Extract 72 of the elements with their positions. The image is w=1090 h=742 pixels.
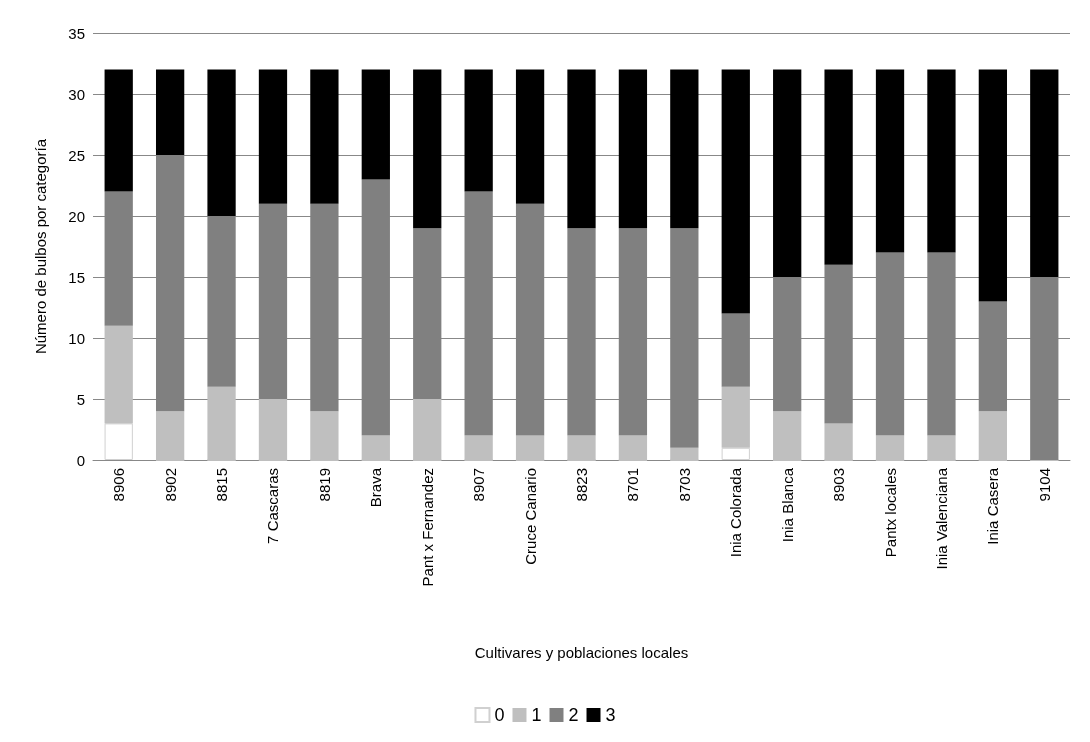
x-tick-label: 8906 — [110, 468, 128, 502]
bar — [155, 69, 185, 155]
x-tick-label: 8815 — [213, 468, 231, 502]
bar — [721, 386, 750, 448]
bar — [978, 411, 1008, 460]
x-tick-label: 8903 — [830, 468, 848, 502]
x-tick-label: 8902 — [161, 468, 179, 502]
bar — [978, 69, 1008, 302]
legend-label: 2 — [568, 705, 579, 725]
y-tick-label: 35 — [68, 24, 85, 42]
y-tick-label: 30 — [68, 85, 85, 103]
bar — [515, 435, 545, 460]
x-tick-label: 8703 — [675, 468, 693, 502]
bar — [567, 69, 596, 229]
y-tick-label: 15 — [68, 268, 85, 286]
bar — [567, 435, 596, 460]
bar — [875, 69, 905, 253]
y-tick-label: 5 — [76, 390, 85, 408]
legend-label: 3 — [605, 705, 616, 725]
bar — [464, 435, 493, 460]
bar — [824, 69, 853, 265]
bar — [670, 69, 699, 229]
bar — [413, 69, 442, 229]
y-tick-label: 10 — [68, 329, 85, 347]
bar — [721, 69, 750, 314]
bar — [515, 69, 545, 204]
x-tick-label: Inia Colorada — [727, 467, 745, 558]
x-axis-title: Cultivares y poblaciones locales — [474, 644, 689, 661]
bar — [361, 69, 390, 180]
bar — [824, 423, 853, 460]
bar — [618, 69, 648, 229]
bar — [258, 69, 288, 204]
bar — [310, 69, 339, 204]
bar — [413, 399, 442, 460]
bar — [104, 325, 133, 424]
bar — [875, 435, 905, 460]
bar — [310, 411, 339, 460]
x-tick-label: 8823 — [573, 468, 590, 502]
x-tick-label: Inia Casera — [984, 467, 1002, 545]
x-tick-label: 8819 — [315, 468, 333, 502]
x-tick-label: Cruce Canario — [521, 468, 539, 565]
bar — [927, 69, 956, 253]
bar — [721, 447, 750, 460]
bar — [927, 435, 956, 460]
bar — [207, 386, 236, 460]
y-tick-label: 20 — [68, 207, 85, 225]
bar — [670, 447, 699, 460]
x-tick-label: Inia Valenciana — [932, 467, 950, 570]
bar — [104, 423, 133, 460]
x-tick-label: Pant x Fernandez — [418, 468, 436, 587]
y-tick-label: 25 — [68, 146, 85, 164]
bar — [155, 411, 185, 460]
bar — [618, 435, 648, 460]
bar — [773, 411, 802, 460]
x-tick-label: 8701 — [624, 468, 642, 502]
legend-label: 0 — [494, 705, 505, 725]
bar — [104, 69, 133, 192]
bar — [258, 399, 288, 460]
x-tick-label: 7 Cascaras — [264, 468, 282, 544]
bar — [773, 69, 802, 277]
x-tick-label: Pantx locales — [881, 468, 899, 558]
legend-label: 1 — [531, 705, 542, 725]
y-tick-label: 0 — [76, 451, 85, 469]
bar — [464, 69, 493, 192]
bar — [1030, 69, 1059, 277]
x-tick-label: Brava — [367, 467, 385, 508]
bar — [361, 435, 390, 460]
x-tick-label: 9104 — [1035, 468, 1053, 502]
x-tick-label: Inia Blanca — [778, 467, 796, 543]
y-axis-title: Número de bulbos por categoría — [32, 138, 49, 355]
x-tick-label: 8907 — [470, 468, 488, 502]
bar — [207, 69, 236, 216]
